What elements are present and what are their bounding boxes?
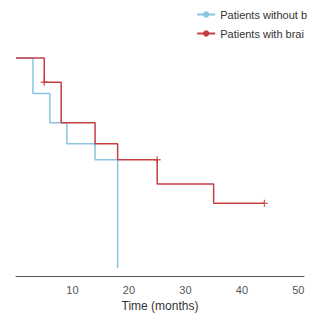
svg-text:20: 20 (123, 284, 135, 296)
svg-text:Patients without b: Patients without b (220, 9, 307, 21)
svg-text:Time (months): Time (months) (122, 299, 199, 313)
svg-text:40: 40 (236, 284, 248, 296)
svg-text:50: 50 (292, 284, 304, 296)
svg-text:30: 30 (179, 284, 191, 296)
svg-text:Patients with brai: Patients with brai (220, 28, 304, 40)
svg-text:10: 10 (66, 284, 78, 296)
